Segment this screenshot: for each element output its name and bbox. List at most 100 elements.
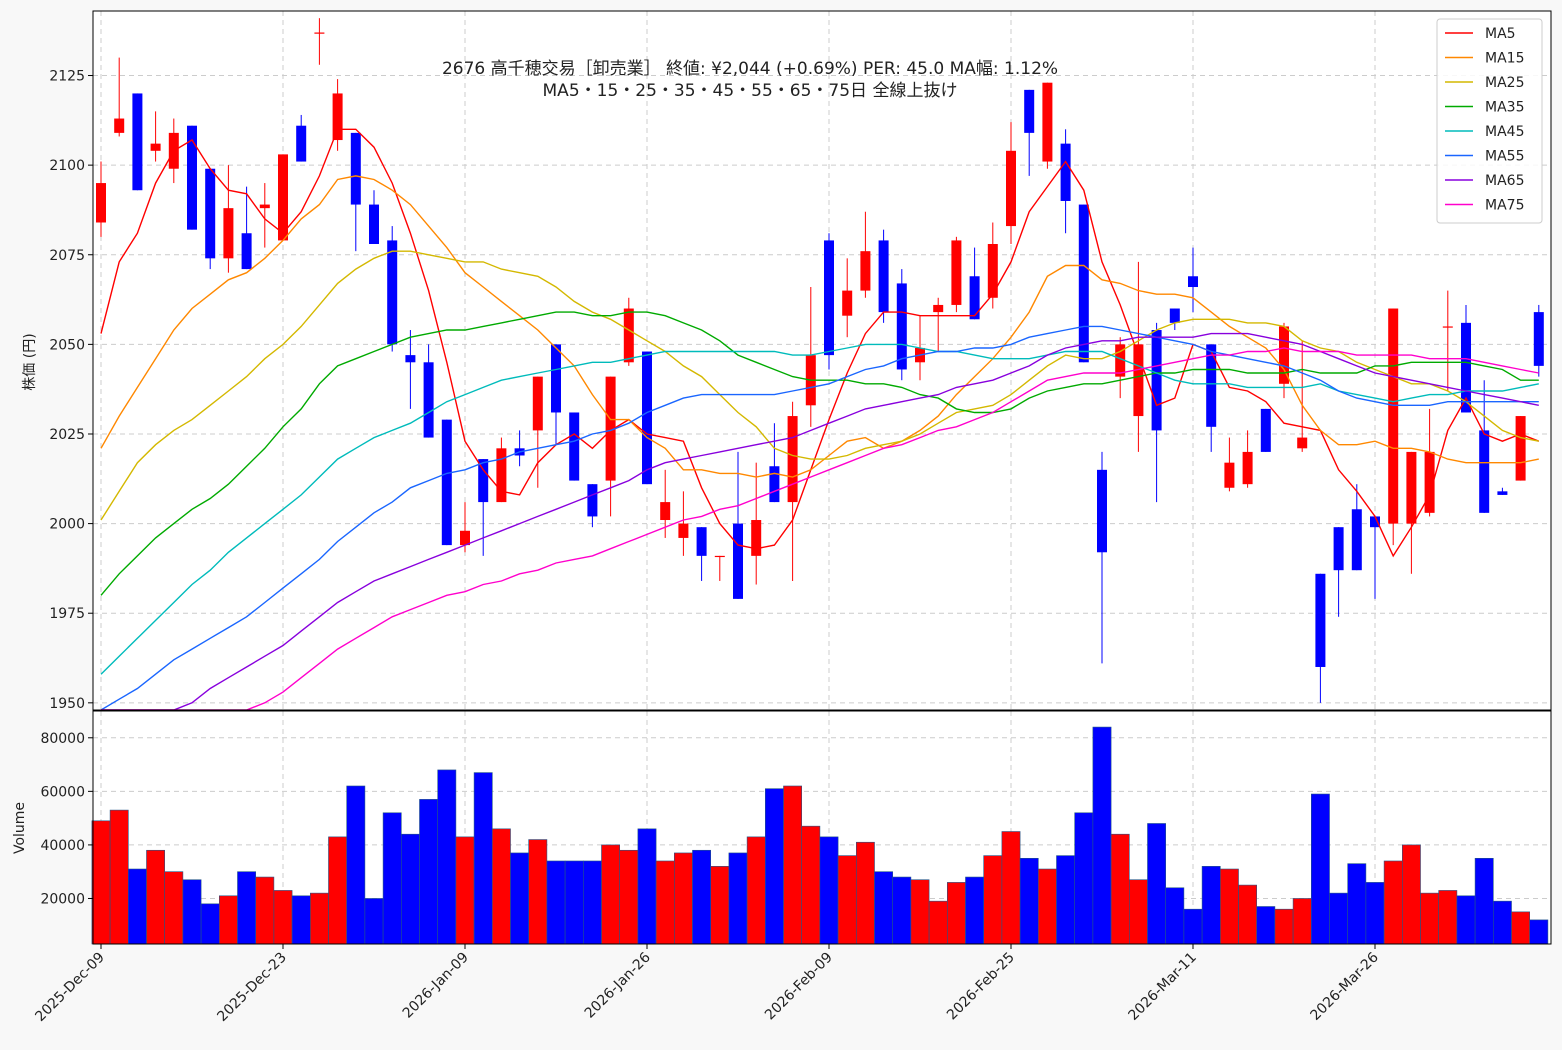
volume-bar	[655, 860, 675, 945]
volume-bar	[1402, 844, 1421, 945]
candle-body	[860, 251, 871, 291]
volume-bar	[1256, 906, 1276, 945]
candle-body	[1461, 322, 1471, 413]
price-panel-frame	[92, 10, 1552, 711]
volume-bar	[291, 895, 311, 945]
candle-body	[1351, 509, 1362, 571]
volume-bar	[1238, 884, 1258, 945]
legend-label: MA65	[1485, 173, 1524, 189]
volume-bar	[582, 860, 602, 945]
volume-bar	[637, 828, 657, 945]
volume-bar	[382, 812, 402, 945]
candle-body	[642, 351, 652, 485]
volume-bar	[1165, 887, 1185, 945]
candle-body	[460, 530, 470, 546]
candle-body	[532, 376, 543, 431]
candle-body	[1297, 437, 1308, 449]
volume-bar	[1092, 726, 1112, 945]
candle-body	[1442, 326, 1453, 328]
volume-bar	[928, 900, 948, 945]
candle-body	[387, 240, 398, 345]
volume-bar	[255, 876, 275, 945]
legend-label: MA45	[1485, 124, 1524, 140]
price-tick-label: 2000	[49, 517, 85, 533]
volume-bar	[1019, 857, 1039, 945]
volume-bar	[400, 833, 420, 945]
candle-body	[787, 416, 798, 503]
volume-bar	[1292, 898, 1312, 945]
candle-body	[1133, 344, 1144, 417]
volume-bar	[546, 860, 566, 945]
volume-bar	[892, 876, 912, 945]
candle-body	[278, 154, 288, 241]
volume-bar	[946, 882, 966, 945]
volume-bar	[1038, 868, 1057, 945]
volume-bar	[910, 879, 930, 945]
candle-body	[569, 412, 580, 481]
legend-label: MA15	[1485, 51, 1524, 67]
volume-bar	[983, 855, 1003, 945]
ma-line-ma45	[100, 343, 1539, 675]
candle-body	[1024, 89, 1035, 133]
candle-body	[259, 204, 270, 209]
volume-bar	[1329, 892, 1349, 945]
volume-bar	[146, 849, 166, 945]
candle-body	[1515, 416, 1526, 481]
candle-body	[114, 118, 125, 133]
candle-body	[332, 93, 343, 141]
candle-body	[1388, 308, 1399, 524]
candle-body	[1333, 527, 1344, 571]
volume-bar	[1201, 866, 1221, 945]
volume-bar	[601, 844, 621, 945]
volume-bar	[1220, 868, 1239, 945]
candle-body	[1370, 516, 1380, 528]
volume-bar	[710, 866, 730, 945]
candle-body	[241, 233, 252, 270]
candle-body	[96, 183, 106, 223]
ma-line-ma65	[101, 332, 1539, 711]
volume-bar	[1311, 793, 1330, 945]
candle-body	[1115, 344, 1126, 377]
legend-label: MA75	[1485, 198, 1524, 214]
legend-label: MA35	[1485, 100, 1524, 116]
volume-bar	[673, 852, 693, 945]
volume-bar	[128, 868, 147, 945]
price-tick-label: 2075	[49, 248, 85, 264]
volume-bar	[1274, 908, 1294, 945]
volume-bar	[1365, 882, 1385, 945]
legend-box	[1436, 18, 1543, 224]
candle-body	[1260, 408, 1271, 452]
volume-bar	[219, 895, 238, 945]
price-tick-label: 1950	[49, 696, 85, 712]
candle-body	[751, 520, 762, 556]
candle-body	[296, 125, 307, 162]
candle-body	[623, 308, 634, 363]
volume-bar	[200, 903, 220, 945]
volume-bar	[164, 871, 184, 945]
candle-body	[696, 527, 707, 556]
volume-bar	[965, 876, 985, 945]
legend-label: MA5	[1485, 26, 1516, 42]
volume-bar	[1056, 855, 1076, 945]
volume-bar	[855, 841, 875, 945]
candle-body	[405, 355, 416, 363]
candle-body	[951, 240, 962, 305]
candle-body	[1078, 204, 1089, 363]
grid-lines	[93, 11, 1551, 944]
candle-body	[842, 290, 853, 316]
price-axis-label: 株価 (円)	[22, 333, 38, 390]
ma-line-ma35	[100, 311, 1539, 596]
candle-body	[1042, 82, 1053, 162]
volume-bar	[1529, 919, 1549, 945]
volume-bar	[728, 852, 748, 945]
candle-body	[660, 502, 671, 521]
candle-body	[496, 448, 507, 503]
candle-body	[1533, 312, 1544, 366]
candlesticks	[96, 18, 1544, 703]
volume-bar	[1001, 831, 1021, 945]
volume-bar	[1074, 812, 1094, 945]
volume-bar	[1110, 833, 1130, 945]
volume-bar	[1438, 890, 1458, 945]
candle-body	[678, 523, 689, 538]
candle-body	[896, 283, 907, 370]
